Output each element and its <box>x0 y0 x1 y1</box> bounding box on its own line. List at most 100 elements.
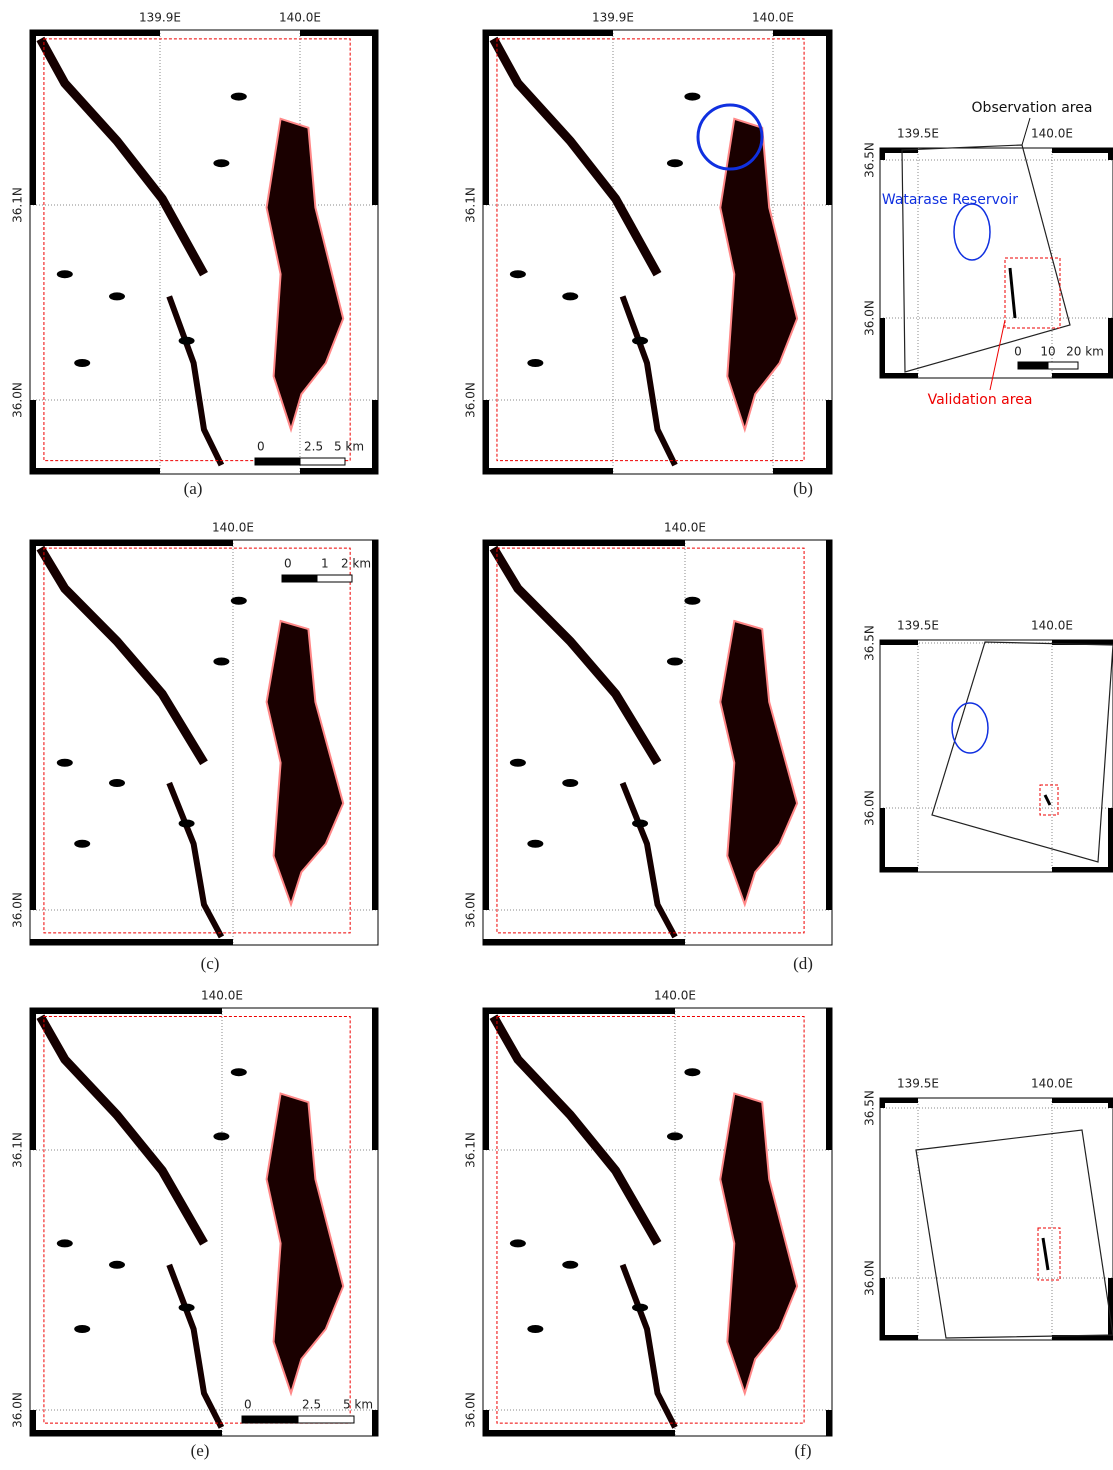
water-body <box>684 596 701 605</box>
water-body <box>36 1014 208 1246</box>
frame-band <box>30 1008 222 1014</box>
water-body <box>166 295 225 467</box>
water-body <box>619 295 678 467</box>
y-axis-label: 36.0N <box>11 1392 25 1428</box>
frame-band <box>372 1008 378 1150</box>
flood-area <box>265 1092 345 1397</box>
water-body <box>489 1014 662 1246</box>
scale-bar <box>297 1415 355 1424</box>
frame-band <box>483 540 685 546</box>
frame-band <box>372 30 378 205</box>
frame-band <box>880 640 885 643</box>
x-axis-label: 140.0E <box>1031 619 1073 633</box>
validation-area <box>496 38 805 462</box>
frame-band <box>30 400 36 474</box>
water-body <box>562 292 579 301</box>
scale-label: 5 km <box>343 1398 373 1412</box>
frame-band <box>880 1278 885 1340</box>
y-axis-label: 36.1N <box>11 1132 25 1168</box>
frame-band <box>1052 148 1113 153</box>
x-axis-label: 139.5E <box>897 127 939 141</box>
frame-band <box>880 318 885 378</box>
scale-label: 0 <box>244 1398 252 1412</box>
frame-band <box>773 468 832 474</box>
y-axis-label: 36.5N <box>863 625 877 661</box>
water-body <box>562 1260 579 1269</box>
water-body <box>109 1260 125 1269</box>
water-body <box>56 270 73 279</box>
water-body <box>527 1325 544 1333</box>
scale-bar <box>1017 361 1049 370</box>
panel-label: (f) <box>795 1441 812 1460</box>
frame-band <box>1108 1098 1113 1108</box>
flood-area <box>265 117 345 433</box>
y-axis-label: 36.0N <box>863 1260 877 1296</box>
frame-band <box>30 468 160 474</box>
x-axis-label: 139.9E <box>592 11 634 25</box>
scale-label: 0 <box>1014 345 1022 359</box>
frame-band <box>880 1098 885 1108</box>
water-body <box>56 758 73 767</box>
frame-band <box>826 540 832 910</box>
reservoir-circle <box>953 203 991 261</box>
water-body <box>619 781 678 939</box>
water-body <box>213 1132 230 1141</box>
validation-area <box>43 38 351 462</box>
frame-band <box>880 640 918 645</box>
scale-bar <box>1047 361 1079 370</box>
frame-band <box>880 373 918 378</box>
frame-band <box>483 468 613 474</box>
annotation: Validation area <box>928 392 1033 408</box>
frame-band <box>880 808 885 872</box>
scale-label: 5 km <box>334 440 364 454</box>
y-axis-label: 36.5N <box>863 142 877 178</box>
y-axis-label: 36.0N <box>863 300 877 336</box>
frame-band <box>880 867 918 872</box>
validation-area <box>496 547 805 934</box>
frame-band <box>483 400 489 474</box>
frame-band <box>773 30 832 36</box>
water-body <box>632 1303 649 1312</box>
panel-label: (b) <box>793 479 813 498</box>
frame-band <box>1052 1098 1113 1103</box>
scale-bar <box>299 457 346 466</box>
water-body <box>684 1068 701 1077</box>
scale-bar <box>316 574 353 583</box>
frame-band <box>30 1430 222 1436</box>
frame-band <box>1052 867 1113 872</box>
frame-band <box>30 30 160 36</box>
reservoir-circle <box>951 702 989 754</box>
frame-band <box>483 540 489 910</box>
frame-band <box>826 1008 832 1150</box>
water-body <box>213 657 230 666</box>
observation-area <box>915 1129 1113 1339</box>
frame-band <box>1108 318 1113 378</box>
frame-band <box>372 400 378 474</box>
map-frame <box>879 639 1113 873</box>
annotation: Observation area <box>972 100 1093 116</box>
water-body <box>109 779 125 787</box>
validation-area <box>1037 1227 1061 1281</box>
x-axis-label: 140.0E <box>654 989 696 1003</box>
water-body <box>74 839 91 848</box>
flood-area <box>719 619 799 908</box>
water-body <box>36 36 208 277</box>
frame-band <box>483 1410 489 1436</box>
x-axis-label: 139.5E <box>897 1077 939 1091</box>
panel-label: (a) <box>184 479 203 498</box>
frame-band <box>1108 148 1113 160</box>
frame-band <box>1052 373 1113 378</box>
water-body <box>230 596 247 605</box>
x-axis-label: 140.0E <box>279 11 321 25</box>
frame-band <box>880 1098 918 1103</box>
water-body <box>562 779 579 787</box>
frame-band <box>880 1335 918 1340</box>
highlight-circle <box>696 103 764 171</box>
frame-band <box>372 540 378 910</box>
frame-band <box>483 30 613 36</box>
scale-label: 2 km <box>341 557 371 571</box>
scale-bar <box>254 457 301 466</box>
water-body <box>230 1068 247 1077</box>
scale-label: 2.5 <box>304 440 323 454</box>
